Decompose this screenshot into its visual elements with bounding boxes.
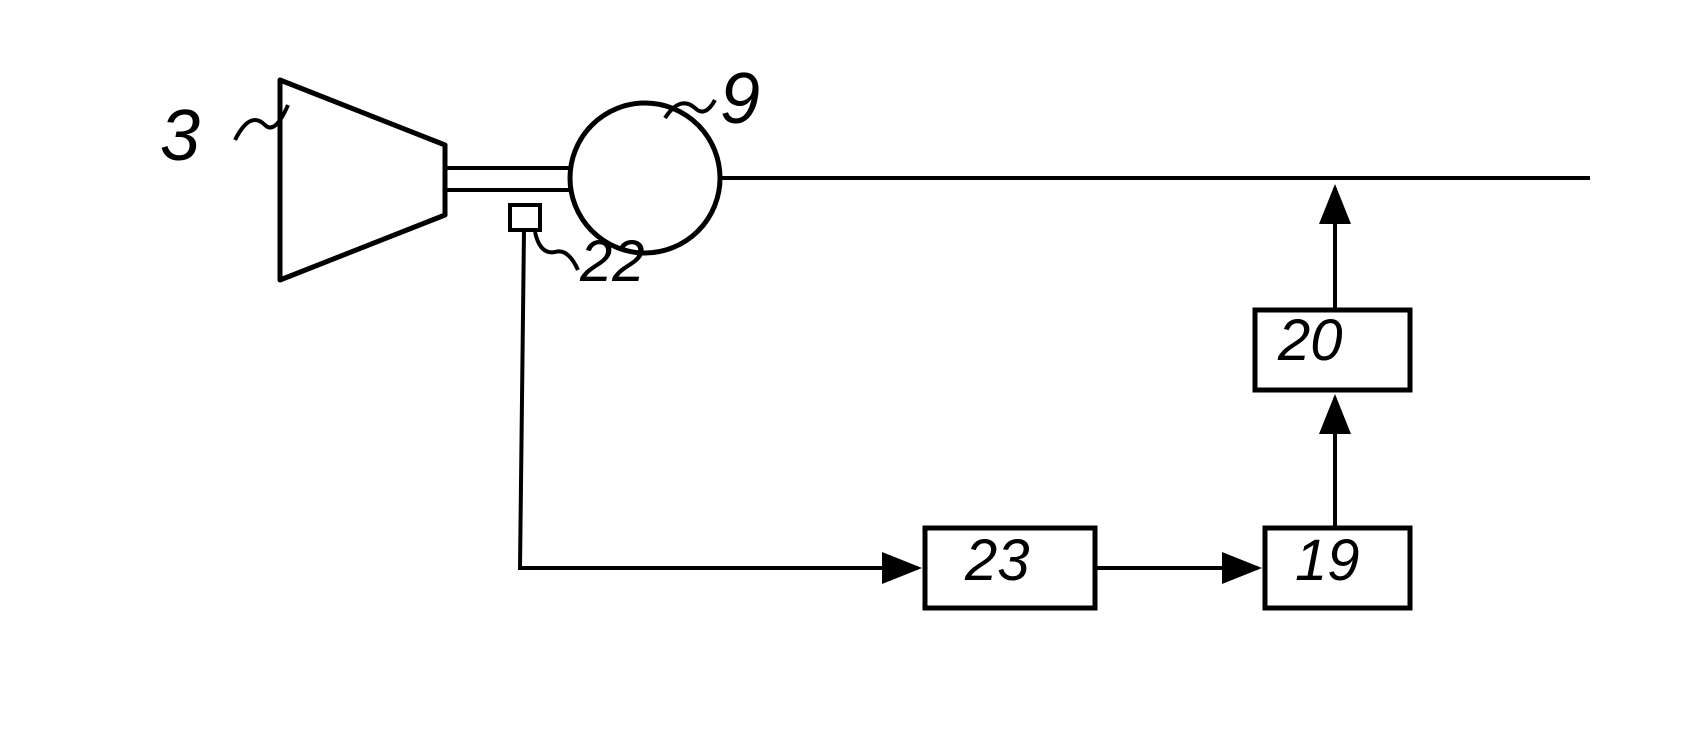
label-3: 3: [160, 95, 200, 177]
turbine-shape: [280, 80, 445, 280]
label-19: 19: [1295, 527, 1360, 594]
diagram-canvas: [0, 0, 1687, 747]
label-9: 9: [720, 58, 760, 140]
label-20: 20: [1278, 307, 1343, 374]
label-23: 23: [965, 527, 1030, 594]
label-22: 22: [580, 228, 645, 295]
sensor-box: [510, 205, 540, 230]
leader-22: [535, 232, 578, 270]
